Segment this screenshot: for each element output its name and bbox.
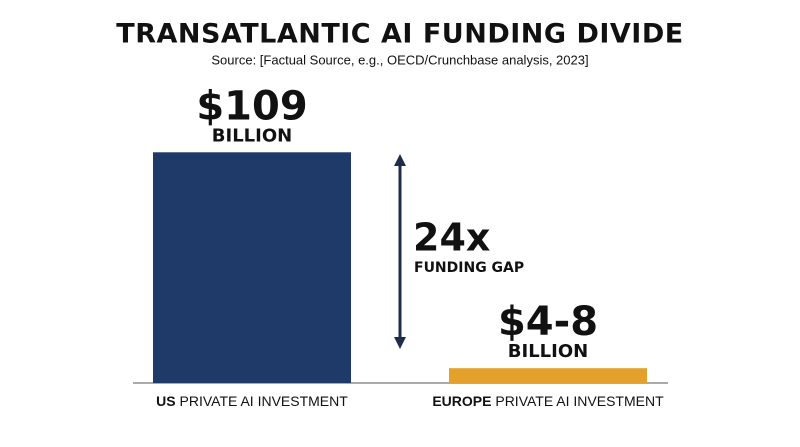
- unit-label: BILLION: [508, 341, 588, 362]
- unit-label: BILLION: [212, 125, 292, 146]
- chart-title: TRANSATLANTIC AI FUNDING DIVIDE: [116, 19, 683, 50]
- value-label: $109: [196, 83, 307, 129]
- value-label: $4-8: [498, 299, 598, 345]
- x-tick-label: EUROPE PRIVATE AI INVESTMENT: [432, 393, 664, 409]
- x-tick-label: US PRIVATE AI INVESTMENT: [156, 393, 348, 409]
- annotation-subtext: FUNDING GAP: [414, 260, 524, 276]
- chart-subtitle: Source: [Factual Source, e.g., OECD/Crun…: [211, 52, 588, 67]
- bar: [449, 368, 647, 383]
- annotation: 24x: [413, 216, 490, 260]
- bar: [153, 152, 351, 383]
